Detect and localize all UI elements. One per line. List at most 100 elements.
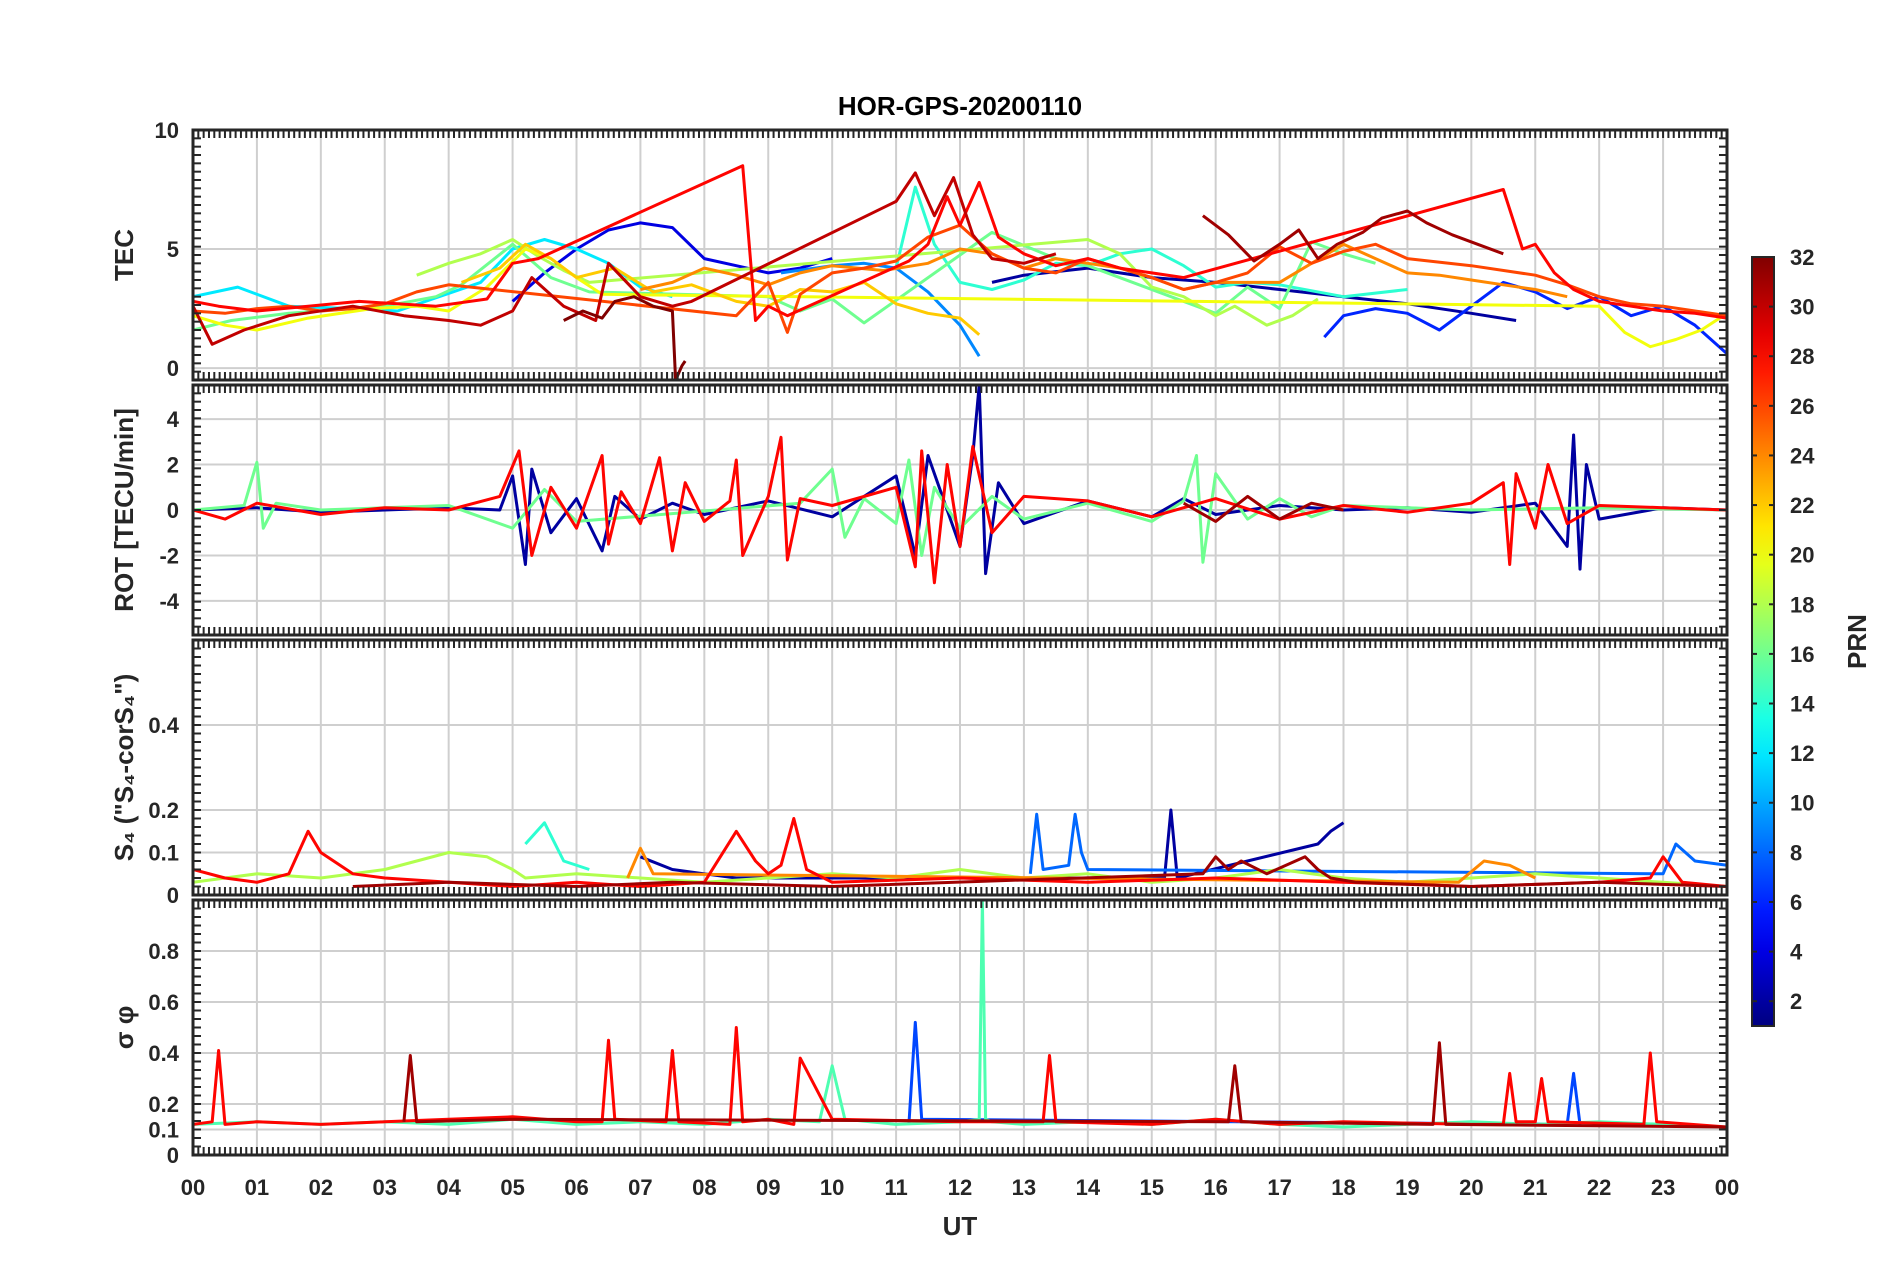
chart-title: HOR-GPS-20200110 (838, 91, 1082, 121)
y-tick-label: 0.8 (148, 939, 179, 964)
y-tick-label: 5 (167, 237, 179, 262)
colorbar-tick-label: 32 (1790, 245, 1814, 270)
y-tick-label: 0.4 (148, 713, 179, 738)
x-tick-label: 17 (1267, 1175, 1291, 1200)
y-tick-label: 0.6 (148, 990, 179, 1015)
colorbar-tick-label: 26 (1790, 394, 1814, 419)
x-tick-label: 12 (948, 1175, 972, 1200)
colorbar-scale (1751, 256, 1775, 1027)
colorbar-tick-label: 8 (1790, 840, 1802, 865)
y-tick-label: 0 (167, 1143, 179, 1168)
series-line-prn-32 (563, 295, 687, 380)
colorbar-tick-label: 30 (1790, 295, 1814, 320)
x-tick-label: 16 (1203, 1175, 1227, 1200)
x-tick-label: 23 (1651, 1175, 1675, 1200)
series-line-prn-31 (402, 1041, 1727, 1129)
series-line-prn-31 (352, 855, 1727, 888)
x-tick-label: 11 (884, 1175, 907, 1200)
x-tick-label: 02 (309, 1175, 333, 1200)
series-line-prn-2 (639, 808, 1345, 880)
colorbar-tick-label: 10 (1790, 791, 1814, 816)
colorbar-tick-label: 22 (1790, 493, 1814, 518)
x-tick-label: 08 (692, 1175, 716, 1200)
x-tick-label: 09 (756, 1175, 780, 1200)
series-group (193, 164, 1727, 380)
y-tick-label: -2 (159, 543, 179, 568)
series-group (193, 385, 1727, 585)
x-axis: 00 01 02 03 04 05 06 07 08 09 10 11 12 13 14 15 16 17 18 19… (181, 1175, 1739, 1200)
y-tick-label: 2 (167, 453, 179, 478)
series-line-prn-30 (193, 171, 1057, 346)
x-gridlines (192, 640, 1728, 895)
series-line-prn-31 (1182, 494, 1344, 523)
x-tick-label: 20 (1459, 1175, 1483, 1200)
series-line-prn-18 (416, 238, 1319, 327)
series-line-prn-4 (511, 221, 833, 303)
x-tick-label: 22 (1587, 1175, 1611, 1200)
series-group (193, 808, 1727, 888)
y-axis-label: TEC (109, 229, 139, 281)
y-tick-label: 0.1 (148, 841, 179, 866)
x-axis-label: UT (943, 1211, 978, 1241)
colorbar-label: PRN (1842, 614, 1872, 669)
x-tick-label: 13 (1012, 1175, 1036, 1200)
series-line-prn-14 (524, 821, 590, 871)
series-line-prn-31 (1202, 209, 1504, 263)
minor-ticks (192, 129, 1728, 381)
series-line-prn-8 (1028, 812, 1727, 876)
x-gridlines (192, 900, 1728, 1155)
panel-sigma_phi: 00.10.2 0.4 0.6 0.8 σ φ (109, 898, 1729, 1168)
x-tick-label: 19 (1395, 1175, 1419, 1200)
y-tick-label: -4 (159, 589, 179, 614)
y-tick-label: 4 (167, 407, 180, 432)
x-tick-label: 14 (1076, 1175, 1101, 1200)
x-tick-label: 05 (500, 1175, 524, 1200)
colorbar-tick-label: 20 (1790, 543, 1814, 568)
y-tick-label: 0 (167, 356, 179, 381)
x-tick-label: 06 (564, 1175, 588, 1200)
series-line-prn-18 (193, 851, 1727, 888)
minor-ticks (192, 899, 1728, 1156)
x-tick-label: 01 (245, 1175, 269, 1200)
series-line-prn-24 (626, 846, 1536, 884)
x-tick-label: 03 (373, 1175, 397, 1200)
y-tick-label: 0.4 (148, 1041, 179, 1066)
y-axis-label: ROT [TECU/min] (109, 408, 139, 612)
colorbar-tick-label: 16 (1790, 642, 1814, 667)
x-tick-label: 00 (181, 1175, 205, 1200)
panel-rot: -4 -2 0 2 4 ROT [TECU/min] (109, 383, 1729, 637)
x-tick-label: 10 (820, 1175, 844, 1200)
y-tick-label: 0 (167, 498, 179, 523)
series-line-prn-22 (460, 242, 981, 336)
y-tick-label: 0.1 (148, 1118, 179, 1143)
series-line-prn-28 (193, 164, 1727, 322)
colorbar-tick-label: 18 (1790, 592, 1814, 617)
x-tick-label: 00 (1715, 1175, 1739, 1200)
x-tick-label: 04 (436, 1175, 461, 1200)
minor-ticks (192, 384, 1728, 636)
panel-s4: 0 0.1 0.2 0.4 S₄ ("S₄-corS₄") (109, 638, 1729, 908)
y-axis-label: S₄ ("S₄-corS₄") (109, 674, 139, 862)
minor-ticks (192, 639, 1728, 896)
series-line-prn-24 (640, 242, 1568, 299)
colorbar-tick-label: 24 (1790, 443, 1815, 468)
colorbar-tick-label: 12 (1790, 741, 1814, 766)
series-line-prn-28 (193, 435, 1727, 585)
y-tick-label: 10 (155, 118, 179, 143)
y-tick-label: 0 (167, 883, 179, 908)
colorbar-tick-label: 6 (1790, 890, 1802, 915)
series-group (193, 900, 1727, 1129)
y-tick-label: 0.2 (148, 798, 179, 823)
colorbar-tick-label: 2 (1790, 989, 1802, 1014)
colorbar-tick-label: 28 (1790, 344, 1814, 369)
panel-tec: 0 5 10 TEC (109, 118, 1729, 382)
series-line-prn-26 (193, 223, 1727, 334)
y-tick-label: 0.2 (148, 1092, 179, 1117)
x-tick-label: 21 (1523, 1175, 1547, 1200)
y-axis-label: σ φ (109, 1006, 139, 1050)
colorbar-tick-label: 4 (1790, 940, 1803, 965)
x-gridlines (192, 385, 1728, 635)
